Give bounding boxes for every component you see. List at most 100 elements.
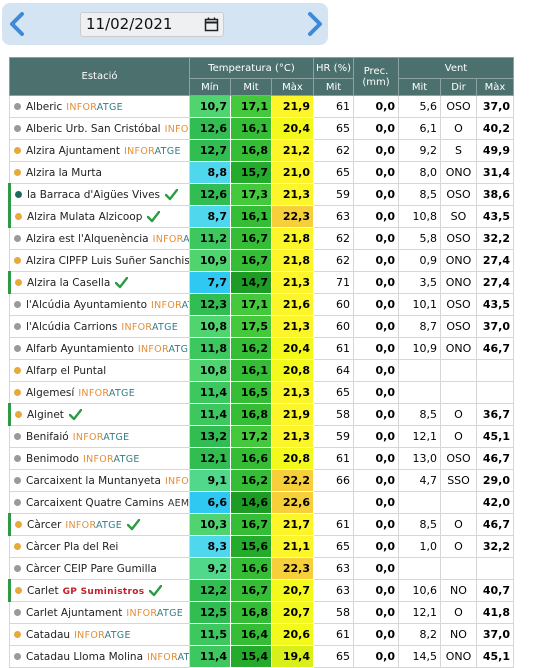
value-cell: ONO xyxy=(440,161,477,184)
value-cell: 63 xyxy=(313,557,354,580)
value-cell: 0,0 xyxy=(353,513,399,536)
station-row: Càrcer Pla del Rei 8,3 15,6 21,1 65 0,0 1,0 O 32… xyxy=(9,535,514,558)
provider-tag: INFORATGE xyxy=(126,607,184,619)
value-cell: ONO xyxy=(440,645,477,668)
value-cell: 17,2 xyxy=(230,425,272,448)
value-cell: 10,8 xyxy=(398,205,441,228)
value-cell: 43,5 xyxy=(476,205,514,228)
value-cell: 22,3 xyxy=(271,205,314,228)
value-cell: 17,3 xyxy=(230,183,272,206)
station-row: l'Alcúdia Carrions INFORATGE 10,8 17,5 21,3 6… xyxy=(9,315,514,338)
station-name: Alfarb Ayuntamiento xyxy=(26,342,134,355)
value-cell: 12,6 xyxy=(189,117,231,140)
previous-day-button[interactable] xyxy=(8,12,26,36)
value-cell: 58 xyxy=(313,403,354,426)
station-name: Carlet xyxy=(27,584,59,597)
header-sub: Mín xyxy=(189,78,231,96)
value-cell: 8,8 xyxy=(189,161,231,184)
value-cell: 12,1 xyxy=(189,447,231,470)
status-dot xyxy=(14,609,21,616)
calendar-icon[interactable] xyxy=(204,17,219,32)
value-cell: 46,7 xyxy=(476,513,514,536)
status-dot xyxy=(14,499,21,506)
value-cell: 8,5 xyxy=(398,513,441,536)
provider-tag: INFORATGE xyxy=(121,321,179,333)
value-cell: 0,0 xyxy=(353,315,399,338)
value-cell: 42,0 xyxy=(476,491,514,514)
station-row: Carcaixent la Muntanyeta INFORATGE9,116,2… xyxy=(9,469,514,492)
value-cell: 15,4 xyxy=(230,645,272,668)
station-cell: Catadau Lloma MolinaINFORATGE xyxy=(9,645,190,668)
value-cell: 21,3 xyxy=(271,425,314,448)
status-dot xyxy=(15,587,22,594)
header-sub: Mit xyxy=(398,78,441,96)
value-cell: 11,2 xyxy=(189,227,231,250)
station-name: Catadau Lloma Molina xyxy=(26,650,144,663)
value-cell: 21,1 xyxy=(271,535,314,558)
value-cell: 65 xyxy=(313,535,354,558)
value-cell: 21,8 xyxy=(271,227,314,250)
date-text: 11/02/2021 xyxy=(86,15,173,33)
value-cell: 11,5 xyxy=(189,623,231,646)
station-cell: Carlet Ajuntament INFORATGE xyxy=(9,601,190,624)
value-cell: 12,3 xyxy=(189,293,231,316)
station-cell: Alzira la Murta xyxy=(9,161,190,184)
station-row: Catadau INFORATGE 11,5 16,4 20,6 61 0,0 8,2 NO 37… xyxy=(9,623,514,646)
value-cell: 60 xyxy=(313,293,354,316)
status-dot xyxy=(14,653,21,660)
value-cell: 21,0 xyxy=(271,161,314,184)
value-cell: O xyxy=(440,403,477,426)
station-cell: Benifaió INFORATGE xyxy=(9,425,190,448)
provider-tag: INFORATGE xyxy=(72,431,130,443)
value-cell: 0,0 xyxy=(353,161,399,184)
provider-tag: INFORATGE xyxy=(153,234,189,245)
station-name: Benimodo xyxy=(26,452,79,465)
value-cell: 10,8 xyxy=(189,315,231,338)
value-cell: 20,7 xyxy=(271,601,314,624)
value-cell: 0,0 xyxy=(353,139,399,162)
value-cell: 7,7 xyxy=(189,271,231,294)
provider-tag: INFORATGE xyxy=(78,387,136,399)
value-cell: 21,8 xyxy=(271,249,314,272)
value-cell: 12,5 xyxy=(189,601,231,624)
value-cell: 20,4 xyxy=(271,117,314,140)
value-cell: 16,1 xyxy=(230,205,272,228)
station-row: Alberic Urb. San Cristóbal INFORATGE12,61… xyxy=(9,117,514,140)
value-cell: 16,7 xyxy=(230,513,272,536)
value-cell: 0,0 xyxy=(353,271,399,294)
value-cell: 10,6 xyxy=(398,579,441,602)
provider-tag: INFORATGE xyxy=(82,453,140,465)
value-cell: 16,4 xyxy=(230,623,272,646)
provider-tag: INFORATGE xyxy=(66,101,123,113)
station-row: Alzira est l'Alquenència INFORATGE11,216,… xyxy=(9,227,514,250)
header-group: Prec. (mm) xyxy=(353,57,399,96)
value-cell: 43,5 xyxy=(476,293,514,316)
value-cell: 49,9 xyxy=(476,139,514,162)
station-row: la Barraca d'Aigües Vives 12,6 17,3 21,3 59 0… xyxy=(8,183,514,206)
value-cell: OSO xyxy=(440,447,477,470)
value-cell xyxy=(440,359,477,382)
station-row: Carlet GP Suministros 12,2 16,7 20,7 63 0,0 10,… xyxy=(8,579,514,602)
value-cell: 32,2 xyxy=(476,227,514,250)
value-cell: 6,6 xyxy=(189,491,231,514)
station-cell: Càrcer INFORATGE xyxy=(8,513,190,536)
value-cell: 29,0 xyxy=(476,469,514,492)
value-cell: 9,1 xyxy=(189,469,231,492)
value-cell: 9,2 xyxy=(189,557,231,580)
station-row: Alzira la Murta 8,8 15,7 21,0 65 0,0 8,0 ONO 31,… xyxy=(9,161,514,184)
value-cell: 62 xyxy=(313,139,354,162)
value-cell: 21,3 xyxy=(271,271,314,294)
station-name: Carcaixent Quatre Camins xyxy=(26,496,164,509)
value-cell: SSO xyxy=(440,469,477,492)
value-cell: 20,4 xyxy=(271,337,314,360)
station-name: Alzira la Murta xyxy=(26,166,102,179)
value-cell: 16,1 xyxy=(230,359,272,382)
value-cell xyxy=(398,557,441,580)
value-cell: 0,0 xyxy=(353,117,399,140)
date-input[interactable]: 11/02/2021 xyxy=(80,12,224,37)
value-cell: 8,0 xyxy=(398,161,441,184)
next-day-button[interactable] xyxy=(306,12,324,36)
status-dot xyxy=(14,543,21,550)
value-cell: 0,0 xyxy=(353,601,399,624)
